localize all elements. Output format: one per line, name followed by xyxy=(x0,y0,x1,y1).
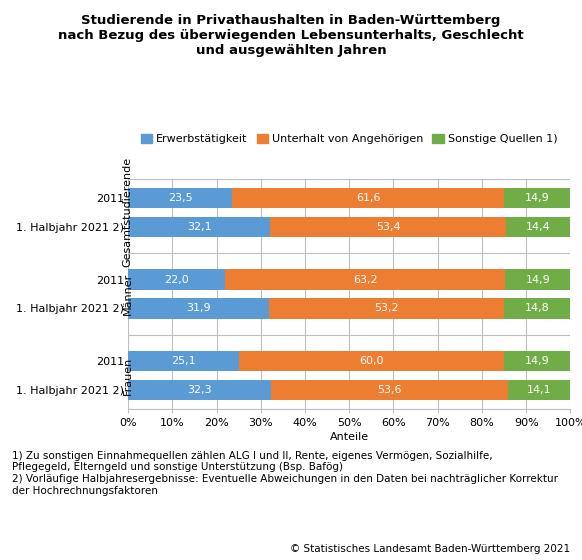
X-axis label: Anteile: Anteile xyxy=(329,432,369,442)
Bar xyxy=(505,269,571,290)
Bar xyxy=(508,380,570,400)
Bar xyxy=(239,351,505,371)
Bar xyxy=(128,351,239,371)
Text: Studierende in Privathaushalten in Baden-Württemberg
nach Bezug des überwiegende: Studierende in Privathaushalten in Baden… xyxy=(58,14,524,57)
Text: 23,5: 23,5 xyxy=(168,193,192,203)
Bar xyxy=(269,298,505,319)
Bar xyxy=(128,188,232,208)
Text: © Statistisches Landesamt Baden-Württemberg 2021: © Statistisches Landesamt Baden-Württemb… xyxy=(290,544,570,554)
Text: 14,1: 14,1 xyxy=(527,385,552,395)
Text: 14,9: 14,9 xyxy=(525,356,550,366)
Legend: Erwerbstätigkeit, Unterhalt von Angehörigen, Sonstige Quellen 1): Erwerbstätigkeit, Unterhalt von Angehöri… xyxy=(141,134,558,144)
Bar xyxy=(225,269,505,290)
Text: 61,6: 61,6 xyxy=(356,193,381,203)
Bar xyxy=(128,269,225,290)
Text: 63,2: 63,2 xyxy=(353,274,378,284)
Bar xyxy=(128,298,269,319)
Text: 25,1: 25,1 xyxy=(171,356,196,366)
Text: 60,0: 60,0 xyxy=(360,356,384,366)
Text: 14,9: 14,9 xyxy=(525,193,550,203)
Bar xyxy=(271,380,508,400)
Bar xyxy=(232,188,505,208)
Text: Frauen: Frauen xyxy=(122,357,133,395)
Text: 53,6: 53,6 xyxy=(377,385,402,395)
Text: Gesamtstudierende: Gesamtstudierende xyxy=(122,157,133,268)
Text: 31,9: 31,9 xyxy=(186,304,211,314)
Bar xyxy=(505,351,570,371)
Text: 14,9: 14,9 xyxy=(526,274,550,284)
Bar xyxy=(270,217,506,237)
Text: 14,4: 14,4 xyxy=(526,222,551,232)
Text: 53,4: 53,4 xyxy=(376,222,400,232)
Bar xyxy=(128,380,271,400)
Text: 1) Zu sonstigen Einnahmequellen zählen ALG I und II, Rente, eigenes Vermögen, So: 1) Zu sonstigen Einnahmequellen zählen A… xyxy=(12,451,558,496)
Bar xyxy=(128,217,270,237)
Bar xyxy=(505,298,570,319)
Text: 32,1: 32,1 xyxy=(187,222,211,232)
Text: Männer: Männer xyxy=(122,273,133,315)
Text: 14,8: 14,8 xyxy=(525,304,549,314)
Text: 22,0: 22,0 xyxy=(164,274,189,284)
Bar xyxy=(505,188,570,208)
Text: 53,2: 53,2 xyxy=(374,304,399,314)
Text: 32,3: 32,3 xyxy=(187,385,212,395)
Bar xyxy=(506,217,570,237)
